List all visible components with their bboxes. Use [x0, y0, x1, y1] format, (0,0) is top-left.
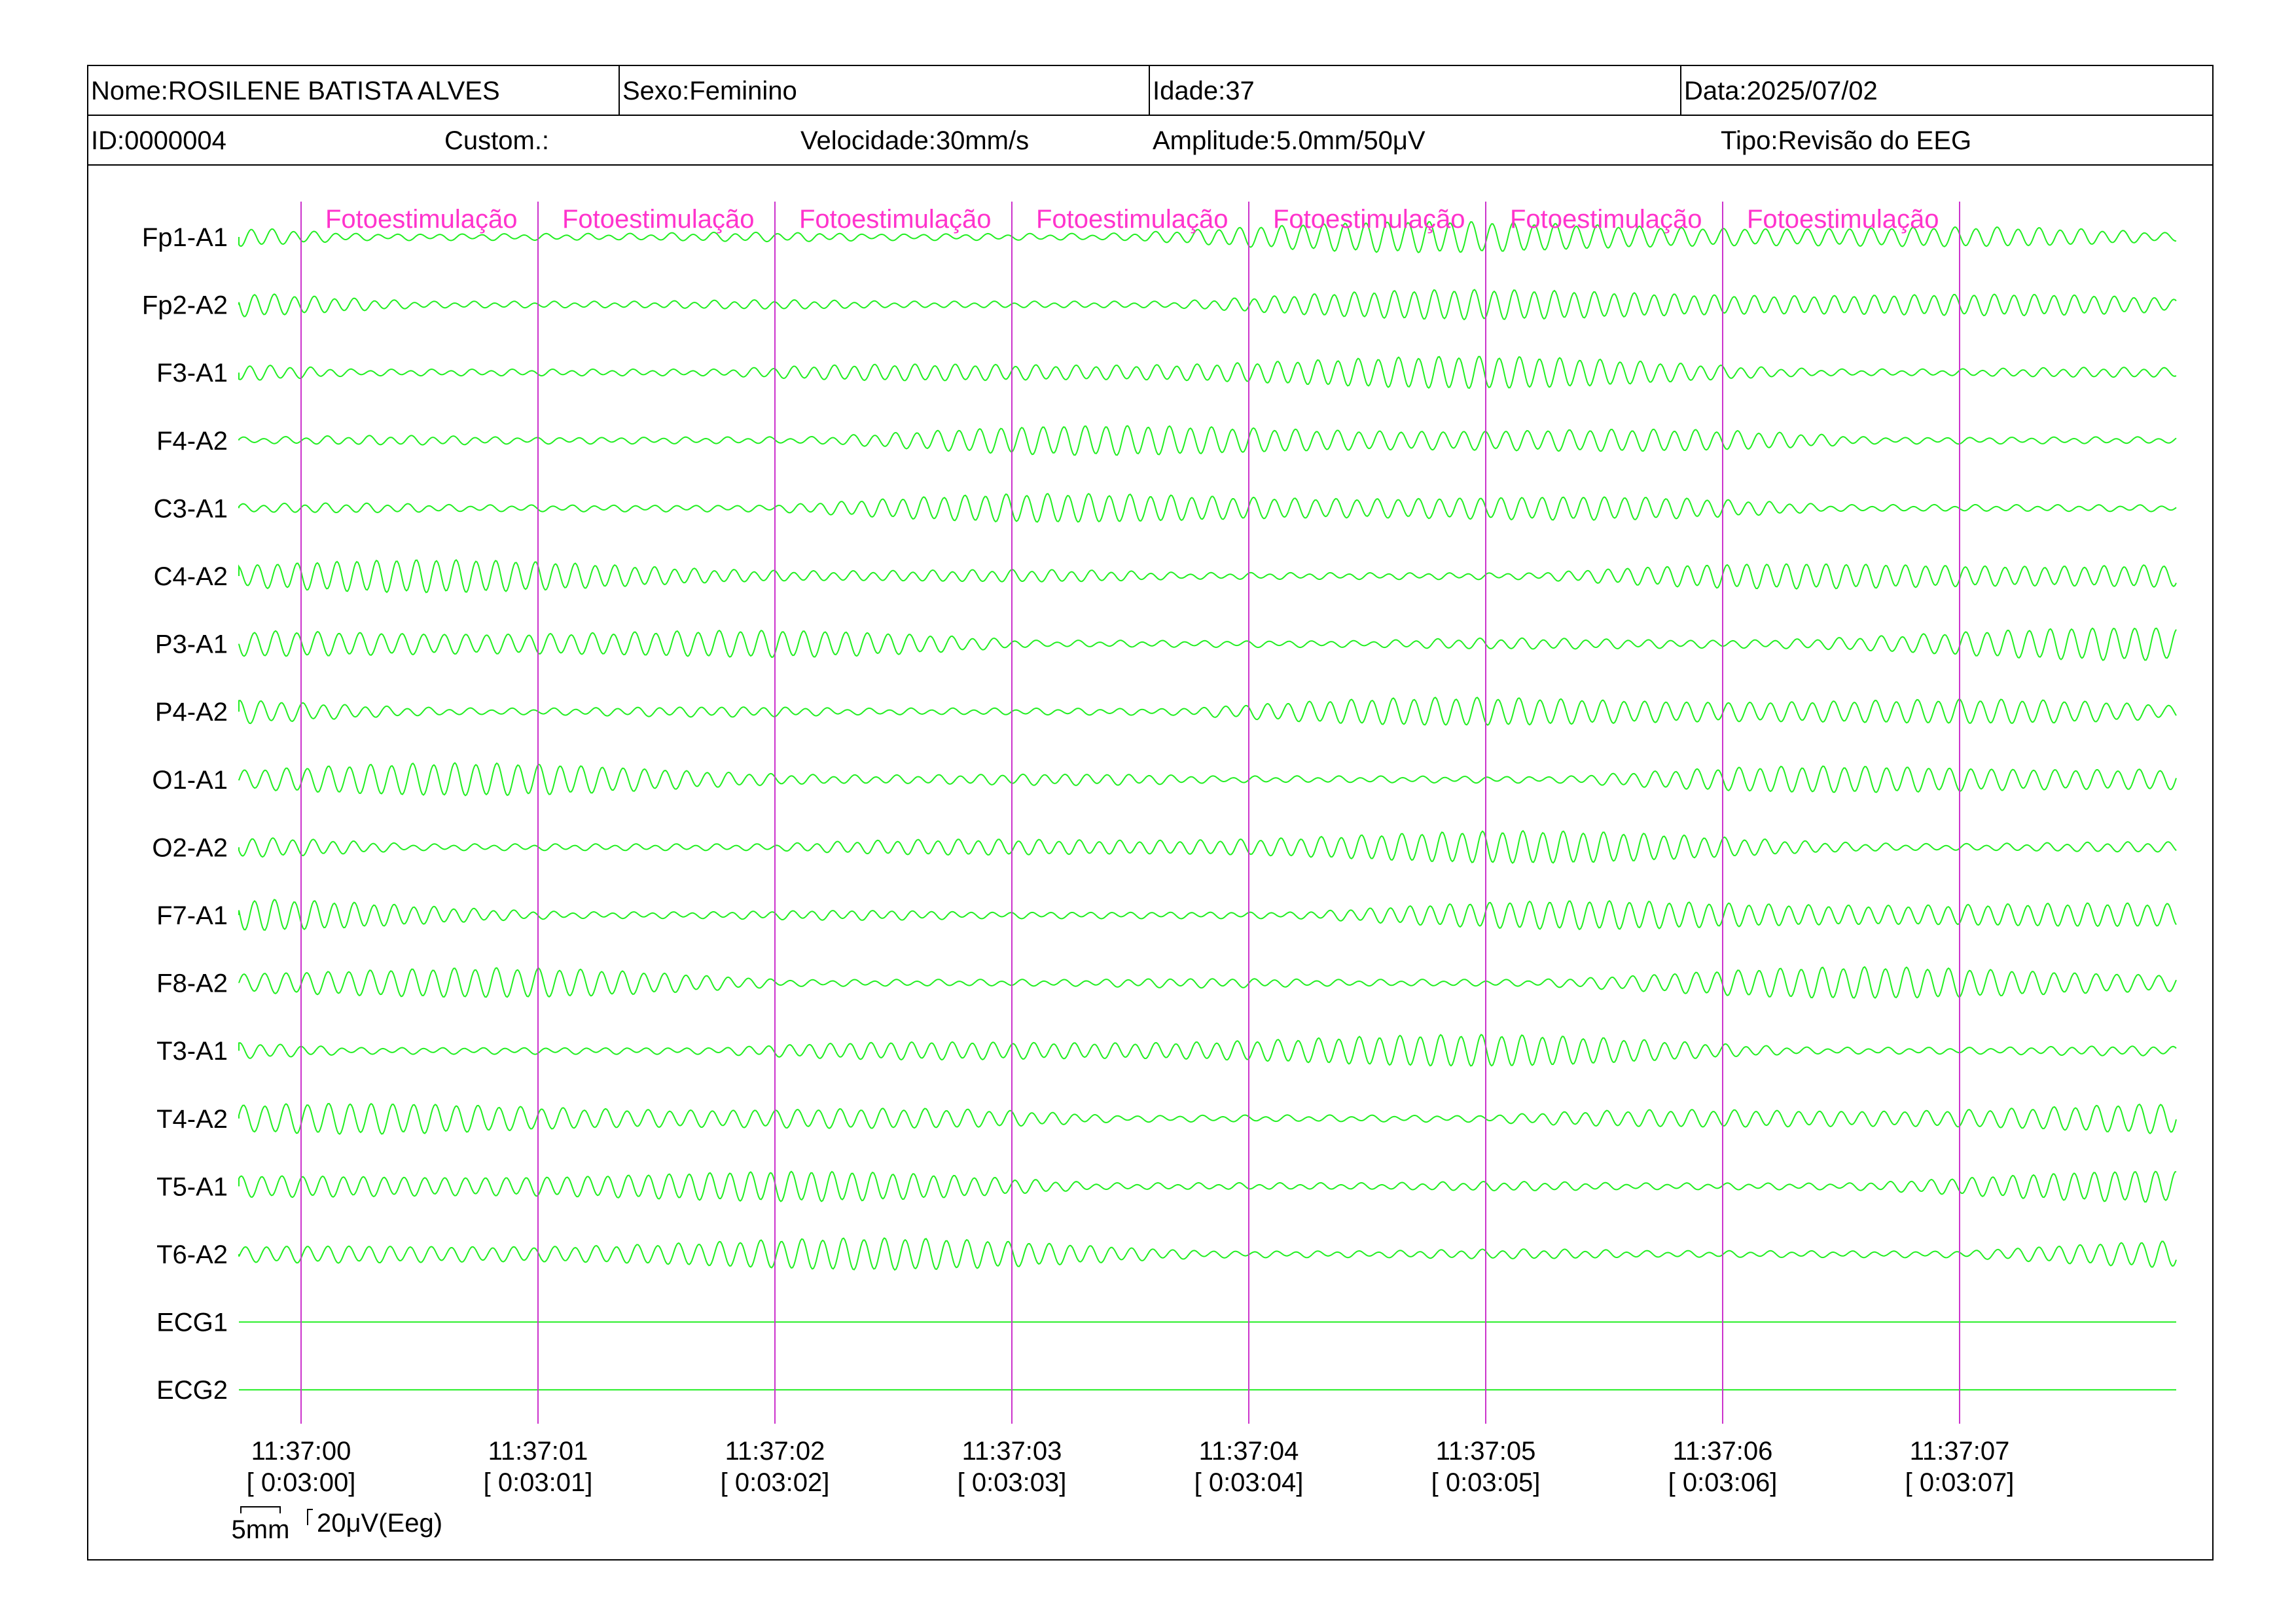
time-tick-elapsed: [ 0:03:00] — [247, 1468, 356, 1497]
channel-label: C4-A2 — [154, 562, 228, 591]
trace-t3-a1 — [238, 1034, 2177, 1067]
time-tick-elapsed: [ 0:03:05] — [1431, 1468, 1541, 1497]
trace-p4-a2 — [238, 696, 2177, 726]
channel-label: ECG2 — [156, 1376, 228, 1405]
trace-f8-a2 — [238, 965, 2177, 999]
time-tick-clock: 11:37:05 — [1436, 1437, 1536, 1466]
channel-label: O2-A2 — [152, 833, 228, 862]
patient-id: ID:0000004 — [91, 126, 226, 155]
time-tick-clock: 11:37:03 — [962, 1437, 1062, 1466]
channel-label: C3-A1 — [154, 494, 228, 523]
time-tick-elapsed: [ 0:03:06] — [1668, 1468, 1778, 1497]
trace-f7-a1 — [238, 899, 2177, 931]
header-row-patient: Nome:ROSILENE BATISTA ALVES Sexo:Feminin… — [88, 66, 2212, 116]
channel-label: F7-A1 — [156, 901, 228, 930]
amplitude-setting: Amplitude:5.0mm/50μV — [1153, 126, 1426, 155]
channel-label: ECG1 — [156, 1308, 228, 1337]
photostim-annotation: Fotoestimulação — [799, 205, 991, 234]
channel-label: T3-A1 — [156, 1037, 228, 1066]
channel-label: F8-A2 — [156, 969, 228, 998]
channel-label: P3-A1 — [155, 630, 228, 659]
time-tick-clock: 11:37:04 — [1199, 1437, 1299, 1466]
trace-fp2-a2 — [238, 289, 2177, 321]
channel-label: O1-A1 — [152, 766, 228, 795]
custom-field: Custom.: — [444, 126, 550, 155]
trace-t4-a2 — [238, 1102, 2177, 1135]
time-tick-clock: 11:37:01 — [488, 1437, 588, 1466]
photostim-annotation: Fotoestimulação — [562, 205, 754, 234]
amp-scale-label: 20μV(Eeg) — [317, 1509, 442, 1538]
photostim-annotation: Fotoestimulação — [1747, 205, 1939, 234]
trace-f3-a1 — [238, 355, 2177, 389]
trace-o1-a1 — [238, 762, 2177, 797]
trace-c3-a1 — [238, 492, 2177, 523]
patient-sex: Sexo:Feminino — [619, 66, 1149, 115]
time-tick-clock: 11:37:00 — [251, 1437, 351, 1466]
exam-date: Data:2025/07/02 — [1680, 66, 2214, 115]
time-tick-elapsed: [ 0:03:04] — [1194, 1468, 1304, 1497]
trace-p3-a1 — [238, 627, 2177, 661]
photostim-annotation: Fotoestimulação — [1273, 205, 1465, 234]
photostim-annotation: Fotoestimulação — [1510, 205, 1702, 234]
patient-name: Nome:ROSILENE BATISTA ALVES — [91, 77, 500, 105]
exam-type: Tipo:Revisão do EEG — [1721, 126, 1972, 155]
trace-fp1-a1 — [238, 221, 2177, 254]
time-tick-clock: 11:37:02 — [725, 1437, 825, 1466]
channel-label: F3-A1 — [156, 359, 228, 388]
channel-label: Fp2-A2 — [142, 291, 228, 320]
patient-age: Idade:37 — [1149, 66, 1680, 115]
header-row-exam: ID:0000004 Custom.: Velocidade:30mm/s Am… — [88, 116, 2212, 166]
trace-o2-a2 — [238, 829, 2177, 864]
trace-c4-a2 — [238, 558, 2177, 594]
photostim-annotation: Fotoestimulação — [325, 205, 517, 234]
channel-label: T5-A1 — [156, 1172, 228, 1201]
trace-t5-a1 — [238, 1170, 2177, 1203]
time-tick-clock: 11:37:07 — [1910, 1437, 2010, 1466]
time-tick-elapsed: [ 0:03:02] — [721, 1468, 830, 1497]
photostim-annotation: Fotoestimulação — [1036, 205, 1228, 234]
time-scale-label: 5mm — [232, 1515, 290, 1544]
time-tick-elapsed: [ 0:03:07] — [1905, 1468, 2015, 1497]
amp-scale-bracket — [307, 1509, 313, 1525]
trace-t6-a2 — [238, 1237, 2177, 1271]
channel-label: F4-A2 — [156, 427, 228, 456]
channel-label: P4-A2 — [155, 698, 228, 727]
eeg-report-sheet: Nome:ROSILENE BATISTA ALVES Sexo:Feminin… — [87, 65, 2214, 1561]
channel-label: T6-A2 — [156, 1240, 228, 1269]
channel-label: Fp1-A1 — [142, 223, 228, 252]
time-tick-elapsed: [ 0:03:01] — [484, 1468, 593, 1497]
time-tick-elapsed: [ 0:03:03] — [958, 1468, 1067, 1497]
speed-setting: Velocidade:30mm/s — [800, 126, 1030, 155]
time-tick-clock: 11:37:06 — [1673, 1437, 1773, 1466]
time-scale-bracket — [240, 1506, 281, 1513]
trace-f4-a2 — [238, 425, 2177, 456]
channel-label: T4-A2 — [156, 1105, 228, 1134]
